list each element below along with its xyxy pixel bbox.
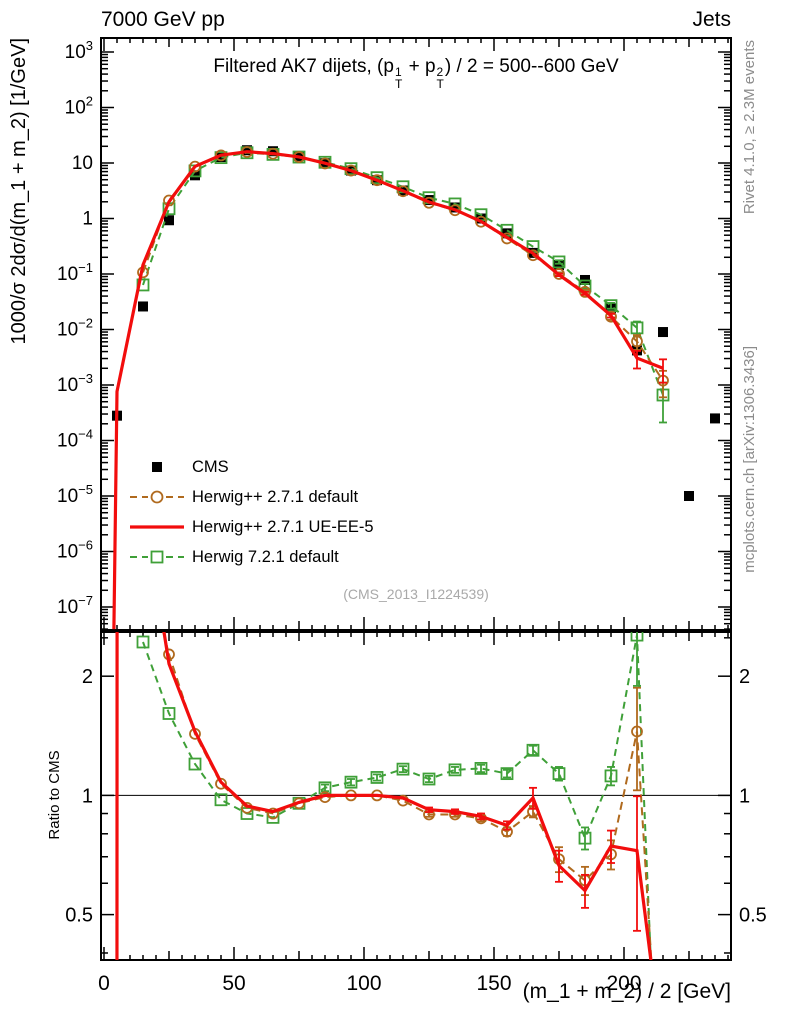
y-tick-label: 10−5 bbox=[57, 482, 93, 507]
y-tick-label: 10−1 bbox=[57, 260, 93, 285]
x-tick-label: 150 bbox=[476, 972, 511, 995]
herwigpp_default-points bbox=[137, 146, 669, 387]
legend-marker-open-square bbox=[130, 550, 184, 564]
analysis-id-watermark: (CMS_2013_I1224539) bbox=[343, 586, 489, 602]
y-axis-label: 1000/σ 2dσ/d(m_1 + m_2) [1/GeV] bbox=[8, 38, 30, 345]
cms-data-points bbox=[112, 145, 720, 501]
ratio-tick-label: 2 bbox=[82, 666, 93, 688]
analysis-group-label: Jets bbox=[692, 8, 731, 31]
legend-label: Herwig 7.2.1 default bbox=[192, 547, 339, 566]
ratio-tick-label: 0.5 bbox=[65, 905, 93, 927]
x-tick-label: 100 bbox=[346, 972, 381, 995]
y-tick-label: 10−6 bbox=[57, 538, 93, 563]
legend-marker-open-circle bbox=[130, 490, 184, 504]
herwigpp_ueee5-ratio-curve bbox=[115, 632, 653, 960]
legend-item-herwigpp_default: Herwig++ 2.7.1 default bbox=[130, 482, 374, 512]
plot-title: Filtered AK7 dijets, (p 1 T + p 2 T) / 2 = 5… bbox=[213, 56, 619, 91]
y-tick-label: 10−2 bbox=[57, 316, 93, 341]
y-tick-label: 103 bbox=[65, 38, 93, 63]
legend-label: Herwig++ 2.7.1 UE-EE-5 bbox=[192, 517, 374, 536]
legend-label: CMS bbox=[192, 457, 229, 476]
beam-energy-label: 7000 GeV pp bbox=[101, 8, 225, 31]
rivet-version-credit: Rivet 4.1.0, ≥ 2.3M events bbox=[741, 40, 758, 215]
y-tick-label: 10 bbox=[72, 153, 93, 174]
legend-item-herwig7_default: Herwig 7.2.1 default bbox=[130, 542, 374, 572]
herwigpp_ueee5-curve bbox=[112, 150, 664, 630]
y-tick-label: 102 bbox=[65, 94, 93, 119]
x-tick-label: 50 bbox=[222, 972, 245, 995]
x-tick-label: 0 bbox=[98, 972, 110, 995]
ratio-tick-label: 1 bbox=[82, 785, 93, 807]
legend-item-cms: CMS bbox=[130, 452, 374, 482]
legend: CMS Herwig++ 2.7.1 default Herwig++ 2.7.1 … bbox=[130, 452, 374, 572]
x-axis-label: (m_1 + m_2) / 2 [GeV] bbox=[522, 980, 731, 1003]
ratio-tick-label-right: 0.5 bbox=[739, 905, 767, 927]
ratio-tick-label-right: 2 bbox=[739, 666, 750, 688]
herwig7_default-points bbox=[136, 146, 670, 402]
ratio-tick-label-right: 1 bbox=[739, 785, 750, 807]
y-tick-label: 10−3 bbox=[57, 371, 93, 396]
y-tick-label: 10−4 bbox=[57, 427, 93, 452]
legend-marker-filled-square bbox=[152, 462, 162, 472]
axis-ticks bbox=[101, 38, 731, 960]
y-tick-label: 1 bbox=[82, 209, 93, 230]
herwigpp_default-ratio-points bbox=[163, 648, 643, 887]
y-tick-label: 10−7 bbox=[57, 593, 93, 618]
herwigpp_ueee5-ratio-errors bbox=[425, 786, 641, 932]
legend-label: Herwig++ 2.7.1 default bbox=[192, 487, 359, 506]
legend-marker-line bbox=[130, 525, 184, 529]
x-tick-label: 200 bbox=[606, 972, 641, 995]
herwigpp_ueee5-errors bbox=[555, 272, 667, 384]
legend-item-herwigpp_ueee5: Herwig++ 2.7.1 UE-EE-5 bbox=[130, 512, 374, 542]
ratio-axis-label: Ratio to CMS bbox=[46, 750, 63, 840]
mcplots-credit: mcplots.cern.ch [arXiv:1306.3436] bbox=[741, 346, 758, 573]
herwigpp_default-errors bbox=[555, 271, 667, 399]
